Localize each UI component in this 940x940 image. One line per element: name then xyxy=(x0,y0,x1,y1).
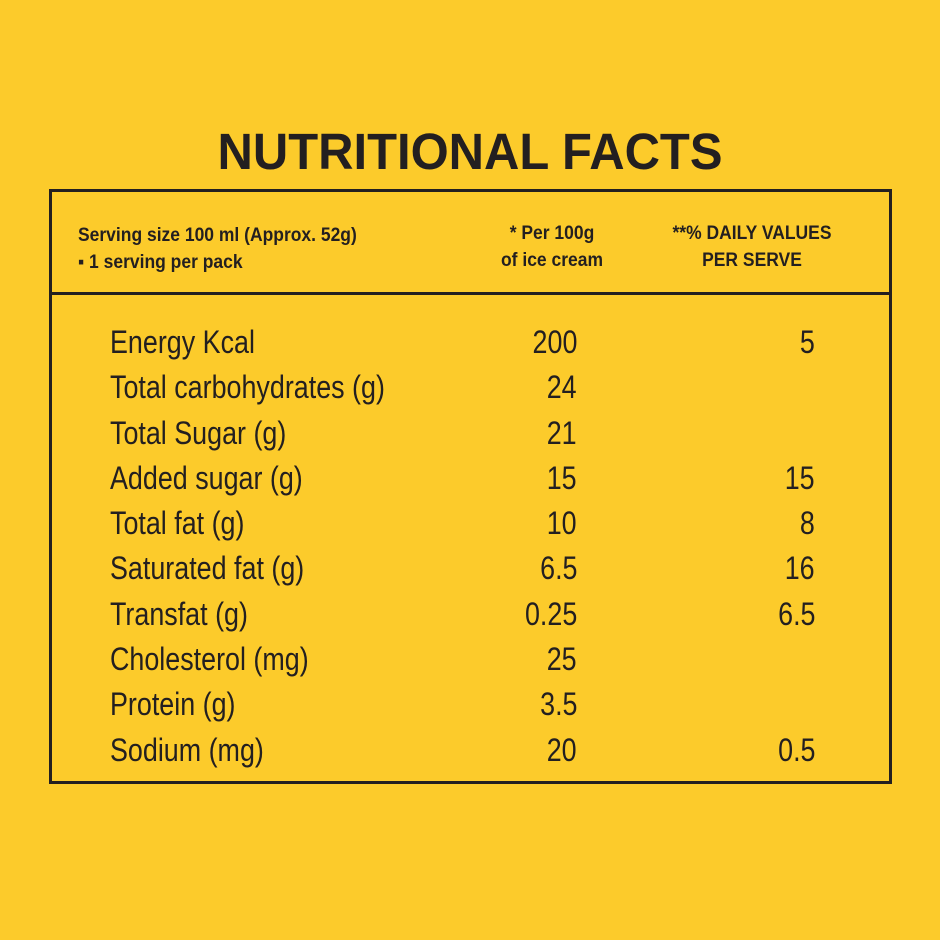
page-title: NUTRITIONAL FACTS xyxy=(217,123,723,180)
per-100g-value: 0.25 xyxy=(524,595,577,632)
nutrient-label: Total fat (g) xyxy=(110,505,245,542)
nutrient-label: Transfat (g) xyxy=(110,595,248,632)
daily-value: 5 xyxy=(800,324,815,360)
per-100g-value: 24 xyxy=(547,369,577,406)
table-row: Sodium (mg) 20 0.5 xyxy=(52,730,889,775)
per-100g-value: 25 xyxy=(547,641,577,678)
per-100g-column-header: * Per 100g of ice cream xyxy=(478,220,625,274)
serving-info: Serving size 100 ml (Approx. 52g) ▪ 1 se… xyxy=(78,222,357,276)
per-100g-value: 6.5 xyxy=(539,550,577,587)
servings-per-pack-text: ▪ 1 serving per pack xyxy=(78,252,243,273)
per-100g-value: 15 xyxy=(547,459,577,496)
per-100g-value: 200 xyxy=(532,324,577,360)
nutrient-label: Energy Kcal xyxy=(110,324,255,360)
table-header: Serving size 100 ml (Approx. 52g) ▪ 1 se… xyxy=(52,192,889,295)
table-row: Energy Kcal 200 5 xyxy=(52,322,889,367)
daily-value: 6.5 xyxy=(777,595,815,632)
per-100g-value: 3.5 xyxy=(539,686,577,723)
per-100g-value: 20 xyxy=(547,731,577,768)
nutrient-rows: Energy Kcal 200 5 Total carbohydrates (g… xyxy=(52,322,889,775)
table-row: Total Sugar (g) 21 xyxy=(52,413,889,458)
per-100g-value: 10 xyxy=(547,505,577,542)
per-100g-value: 21 xyxy=(547,414,577,451)
table-row: Total fat (g) 10 8 xyxy=(52,503,889,548)
table-row: Protein (g) 3.5 xyxy=(52,684,889,729)
nutrient-label: Protein (g) xyxy=(110,686,236,723)
daily-value: 16 xyxy=(785,550,815,587)
nutrition-table: Serving size 100 ml (Approx. 52g) ▪ 1 se… xyxy=(49,189,892,784)
nutrient-label: Added sugar (g) xyxy=(110,459,303,496)
daily-value: 0.5 xyxy=(777,731,815,768)
daily-value: 8 xyxy=(800,505,815,542)
nutrient-label: Sodium (mg) xyxy=(110,731,264,768)
nutrient-label: Saturated fat (g) xyxy=(110,550,305,587)
daily-values-column-header: **% DAILY VALUES PER SERVE xyxy=(660,220,844,274)
per-100g-header-line2: of ice cream xyxy=(500,250,604,271)
table-row: Cholesterol (mg) 25 xyxy=(52,639,889,684)
serving-size-text: Serving size 100 ml (Approx. 52g) xyxy=(78,225,357,246)
nutrient-label: Cholesterol (mg) xyxy=(110,641,309,678)
table-row: Total carbohydrates (g) 24 xyxy=(52,367,889,412)
table-row: Saturated fat (g) 6.5 16 xyxy=(52,548,889,593)
per-100g-header-line1: * Per 100g xyxy=(509,223,595,244)
table-row: Transfat (g) 0.25 6.5 xyxy=(52,594,889,639)
daily-values-header-line2: PER SERVE xyxy=(702,250,802,271)
daily-value: 15 xyxy=(785,459,815,496)
daily-values-header-line1: **% DAILY VALUES xyxy=(672,223,832,244)
nutrient-label: Total Sugar (g) xyxy=(110,414,287,451)
table-row: Added sugar (g) 15 15 xyxy=(52,458,889,503)
nutrient-label: Total carbohydrates (g) xyxy=(110,369,385,406)
